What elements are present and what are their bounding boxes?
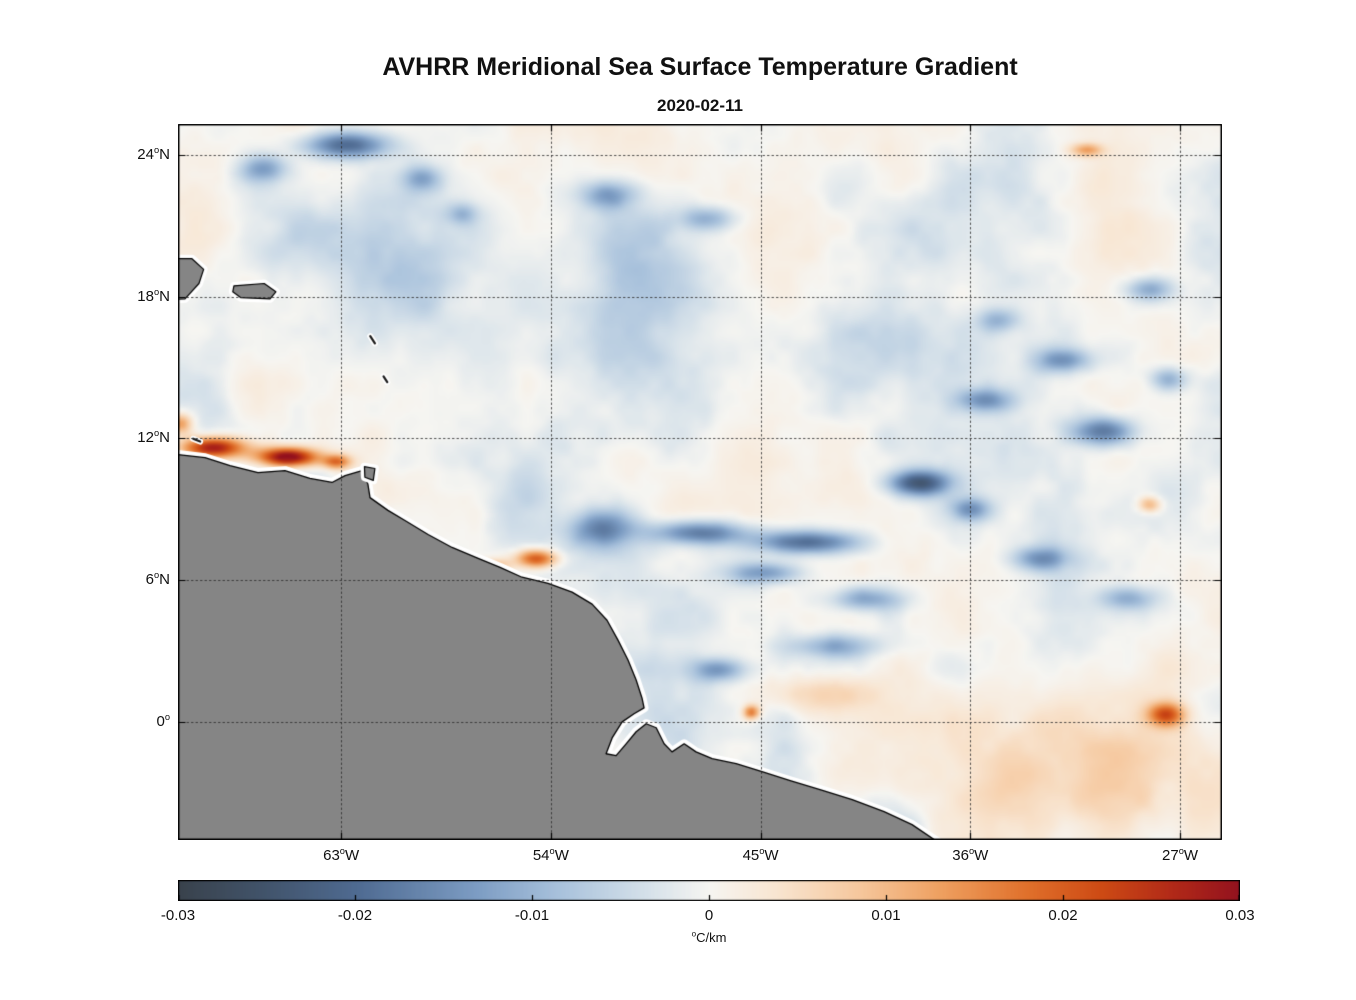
- y-tick-label: 18oN: [137, 286, 170, 305]
- colorbar-tick-label: -0.02: [337, 907, 373, 924]
- colorbar-tick-label: -0.03: [160, 907, 196, 924]
- colorbar-tick-label: 0.02: [1048, 907, 1078, 924]
- chart-subtitle: 2020-02-11: [656, 96, 744, 115]
- chart-title: AVHRR Meridional Sea Surface Temperature…: [382, 53, 1018, 81]
- colorbar-canvas: [178, 880, 1240, 901]
- sst-gradient-map-canvas: [178, 124, 1222, 840]
- y-tick-label: 6oN: [145, 570, 170, 589]
- colorbar-tick-label: 0.03: [1225, 907, 1255, 924]
- y-tick-label: 24oN: [137, 144, 170, 163]
- x-tick-label: 63oW: [323, 846, 360, 864]
- map-plot: [178, 124, 1222, 840]
- colorbar-label: oC/km: [691, 929, 727, 945]
- x-tick-label: 27oW: [1162, 846, 1199, 864]
- x-tick-label: 54oW: [532, 846, 569, 864]
- colorbar-tick-label: 0: [704, 907, 714, 924]
- x-tick-label: 45oW: [742, 846, 779, 864]
- colorbar: [178, 880, 1240, 901]
- colorbar-tick-label: -0.01: [514, 907, 550, 924]
- colorbar-tick-label: 0.01: [871, 907, 901, 924]
- y-tick-label: 0o: [156, 711, 170, 730]
- x-tick-label: 36oW: [952, 846, 989, 864]
- y-tick-label: 12oN: [137, 428, 170, 447]
